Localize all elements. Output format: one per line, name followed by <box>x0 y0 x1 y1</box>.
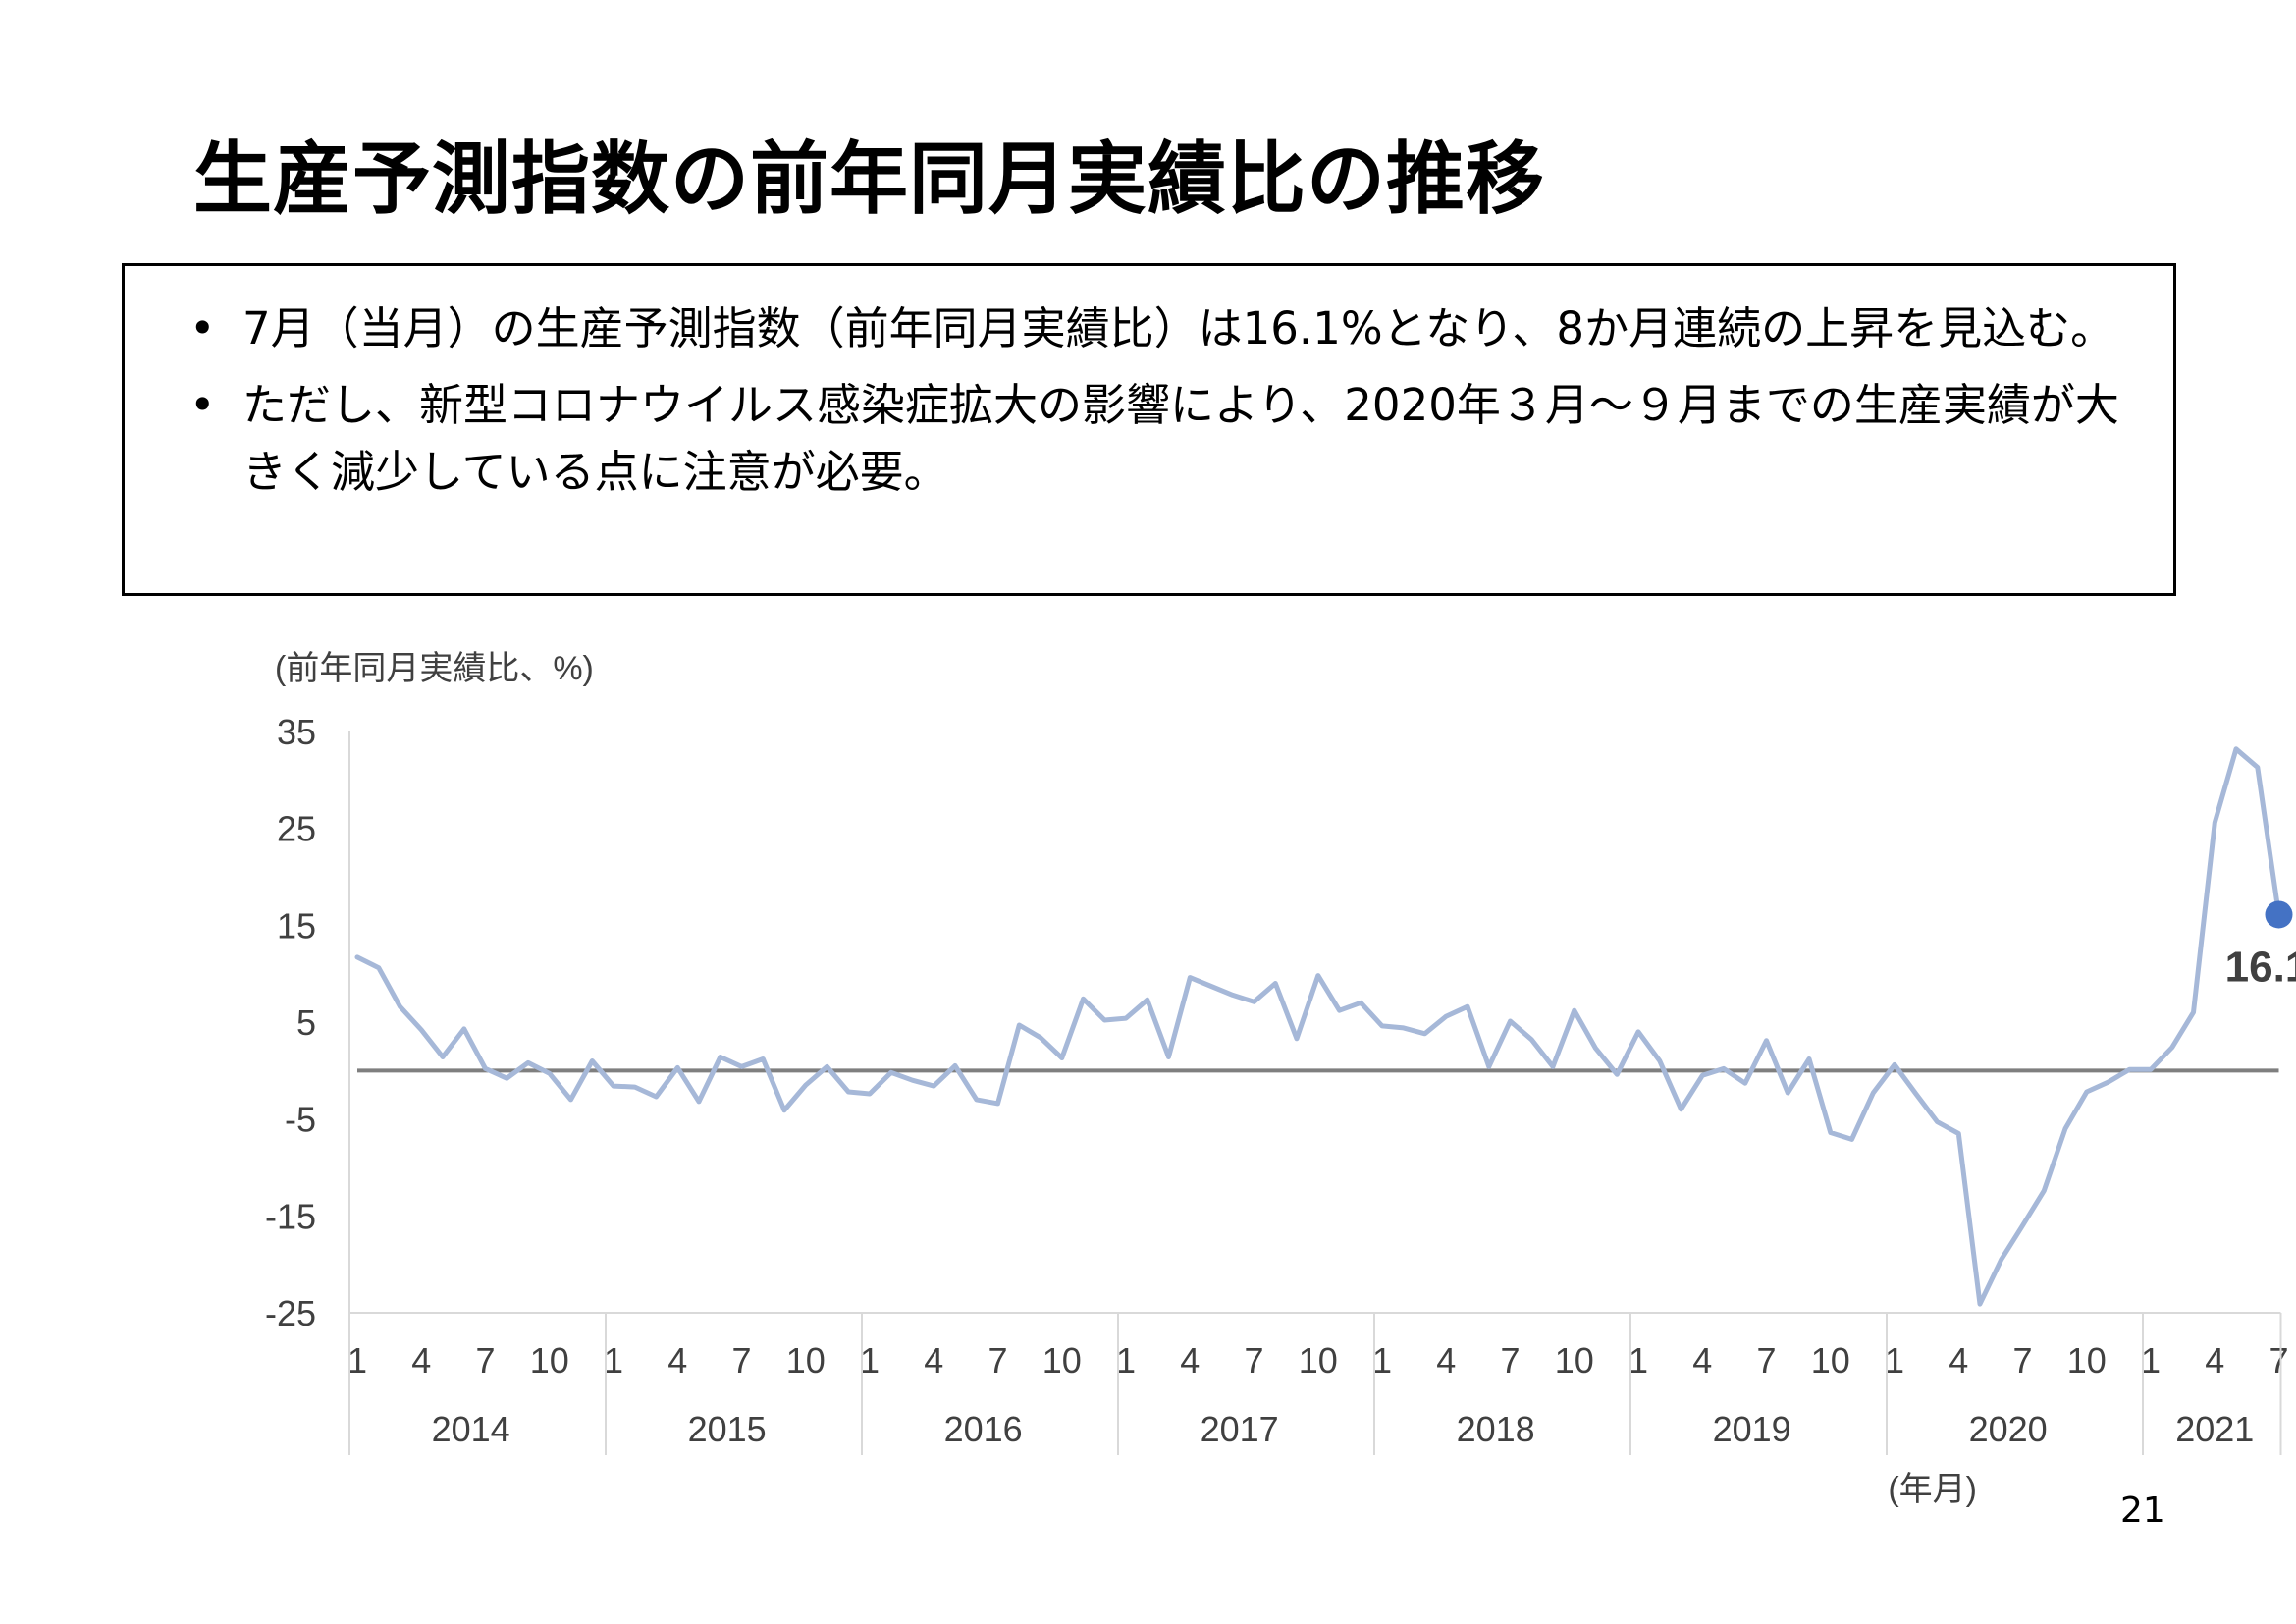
bullet-dot-icon: • <box>189 379 216 431</box>
x-year-label: 2015 <box>688 1409 767 1449</box>
summary-box: • 7月（当月）の生産予測指数（前年同月実績比）は16.1%となり、8か月連続の… <box>122 263 2176 596</box>
x-month-tick-label: 1 <box>1372 1340 1392 1380</box>
bullet-item: • ただし、新型コロナウイルス感染症拡大の影響により、2020年３月～９月までの… <box>184 372 2124 506</box>
x-month-tick-label: 7 <box>1500 1340 1520 1380</box>
y-tick-label: 25 <box>277 809 316 849</box>
x-month-tick-label: 1 <box>604 1340 623 1380</box>
y-tick-label: 15 <box>277 905 316 946</box>
x-month-tick-label: 10 <box>1042 1340 1082 1380</box>
x-month-tick-label: 7 <box>1244 1340 1263 1380</box>
x-month-tick-label: 1 <box>1629 1340 1648 1380</box>
x-month-tick-label: 10 <box>786 1340 826 1380</box>
x-month-tick-label: 1 <box>2141 1340 2161 1380</box>
x-month-tick-label: 1 <box>1116 1340 1136 1380</box>
x-year-label: 2016 <box>944 1409 1023 1449</box>
x-year-label: 2021 <box>2175 1409 2254 1449</box>
slide-title: 生産予測指数の前年同月実績比の推移 <box>193 134 1545 225</box>
x-month-tick-label: 4 <box>2205 1340 2224 1380</box>
x-month-tick-label: 4 <box>667 1340 687 1380</box>
bullet-text: 7月（当月）の生産予測指数（前年同月実績比）は16.1%となり、8か月連続の上昇… <box>242 302 2115 354</box>
x-month-tick-label: 7 <box>2012 1340 2032 1380</box>
x-month-tick-label: 10 <box>530 1340 569 1380</box>
x-year-label: 2014 <box>432 1409 510 1449</box>
bullet-text: ただし、新型コロナウイルス感染症拡大の影響により、2020年３月～９月までの生産… <box>242 379 2119 498</box>
x-month-tick-label: 10 <box>1811 1340 1850 1380</box>
x-month-tick-label: 7 <box>475 1340 495 1380</box>
y-tick-label: -5 <box>285 1100 316 1140</box>
y-tick-label: 5 <box>296 1002 316 1043</box>
x-month-tick-label: 10 <box>1555 1340 1594 1380</box>
bullet-dot-icon: • <box>189 302 216 354</box>
x-month-tick-label: 4 <box>1692 1340 1712 1380</box>
y-unit-label: (前年同月実績比、%) <box>275 650 594 687</box>
x-year-label: 2020 <box>1969 1409 2048 1449</box>
x-month-tick-label: 10 <box>1299 1340 1338 1380</box>
x-year-label: 2018 <box>1457 1409 1535 1449</box>
x-month-tick-label: 10 <box>2067 1340 2107 1380</box>
x-month-tick-label: 4 <box>1436 1340 1456 1380</box>
x-month-tick-label: 1 <box>860 1340 880 1380</box>
x-month-tick-label: 4 <box>1949 1340 1968 1380</box>
y-tick-label: 35 <box>277 712 316 752</box>
x-month-tick-label: 7 <box>731 1340 751 1380</box>
last-data-point <box>2265 900 2293 929</box>
x-month-tick-label: 7 <box>2269 1340 2288 1380</box>
page-number: 21 <box>2120 1490 2165 1531</box>
x-month-tick-label: 1 <box>347 1340 367 1380</box>
x-month-tick-label: 7 <box>1756 1340 1776 1380</box>
x-month-tick-label: 4 <box>924 1340 943 1380</box>
x-month-tick-label: 4 <box>1180 1340 1200 1380</box>
last-data-label: 16.1 <box>2225 943 2296 991</box>
x-month-tick-label: 1 <box>1885 1340 1904 1380</box>
series-line <box>354 746 2281 1307</box>
x-month-tick-label: 7 <box>988 1340 1007 1380</box>
y-tick-label: -25 <box>265 1293 316 1333</box>
x-year-label: 2019 <box>1713 1409 1791 1449</box>
x-unit-label: (年月) <box>1888 1471 1977 1508</box>
x-year-label: 2017 <box>1201 1409 1279 1449</box>
x-month-tick-label: 4 <box>411 1340 431 1380</box>
bullet-item: • 7月（当月）の生産予測指数（前年同月実績比）は16.1%となり、8か月連続の… <box>184 296 2124 362</box>
bullet-list: • 7月（当月）の生産予測指数（前年同月実績比）は16.1%となり、8か月連続の… <box>184 296 2124 515</box>
y-tick-label: -15 <box>265 1196 316 1236</box>
